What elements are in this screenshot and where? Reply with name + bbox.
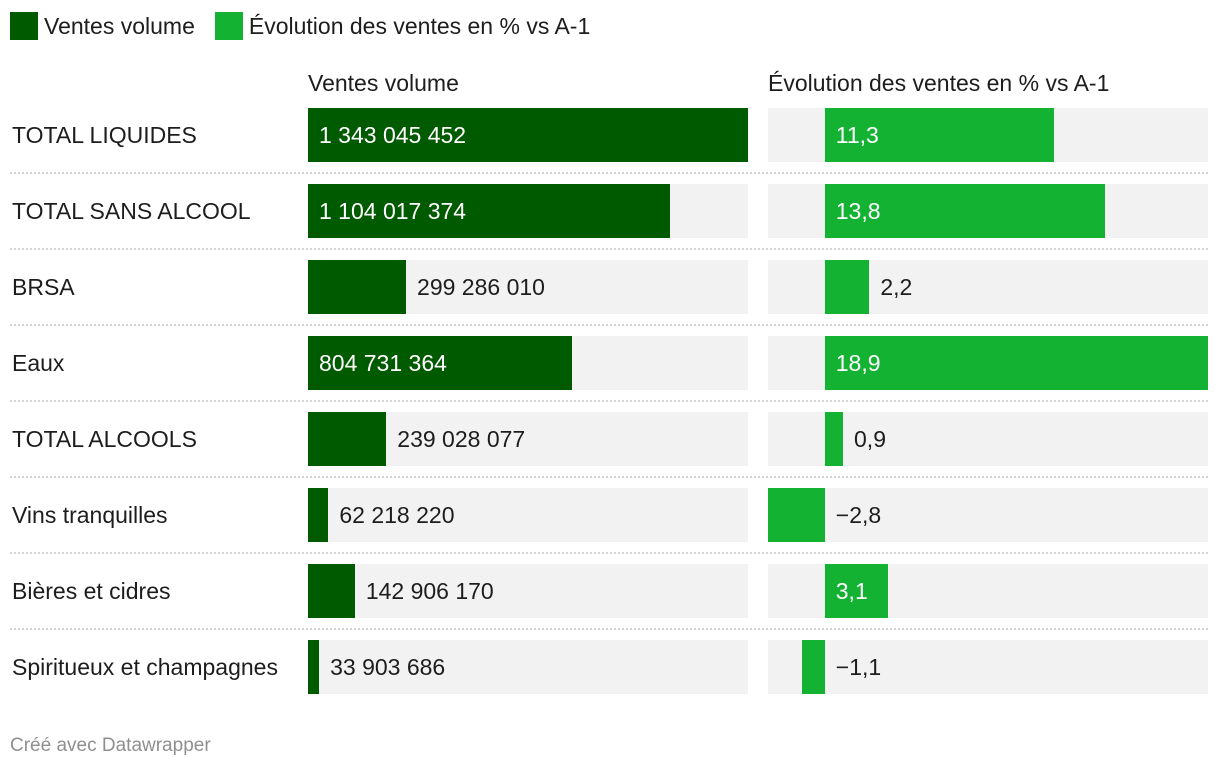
evolution-bar-track — [768, 640, 1208, 694]
volume-value-label: 62 218 220 — [339, 502, 455, 528]
evolution-value-label: −2,8 — [835, 502, 882, 528]
volume-bar — [308, 488, 329, 542]
evolution-bar — [802, 640, 825, 694]
evolution-value-label: 18,9 — [835, 350, 881, 376]
chart-row: Eaux 804 731 364 18,9 — [10, 336, 1208, 412]
evolution-bar — [824, 108, 1054, 162]
evolution-bar — [768, 488, 825, 542]
legend-item-volume: Ventes volume — [10, 12, 195, 40]
row-divider — [10, 248, 1208, 250]
evolution-bar-track — [768, 488, 1208, 542]
volume-value-label: 142 906 170 — [365, 578, 494, 604]
evolution-value-label: −1,1 — [835, 654, 882, 680]
category-label: TOTAL ALCOOLS — [12, 426, 197, 452]
legend-item-evolution: Évolution des ventes en % vs A-1 — [214, 12, 591, 40]
category-label: Spiritueux et champagnes — [12, 654, 278, 680]
category-label: TOTAL LIQUIDES — [12, 122, 197, 148]
evolution-bar — [824, 336, 1208, 390]
category-label: Bières et cidres — [12, 578, 171, 604]
evolution-bar — [824, 184, 1105, 238]
chart-row: TOTAL ALCOOLS 239 028 077 0,9 — [10, 412, 1208, 488]
credit-footer: Créé avec Datawrapper — [10, 735, 211, 756]
volume-value-label: 239 028 077 — [397, 426, 526, 452]
volume-column-header: Ventes volume — [308, 70, 459, 96]
volume-bar — [308, 184, 670, 238]
volume-bar — [308, 108, 748, 162]
evolution-bar — [824, 260, 870, 314]
volume-value-label: 1 343 045 452 — [319, 122, 467, 148]
volume-bar-track — [308, 488, 748, 542]
category-label: TOTAL SANS ALCOOL — [12, 198, 251, 224]
row-divider — [10, 628, 1208, 630]
volume-bar — [308, 564, 355, 618]
legend-label-volume: Ventes volume — [44, 12, 195, 39]
volume-value-label: 33 903 686 — [330, 654, 446, 680]
evolution-column-header: Évolution des ventes en % vs A-1 — [768, 70, 1110, 96]
volume-value-label: 804 731 364 — [319, 350, 447, 376]
evolution-value-label: 2,2 — [880, 274, 913, 300]
chart-row: Spiritueux et champagnes 33 903 686 −1,1 — [10, 640, 1208, 716]
chart-row: TOTAL LIQUIDES 1 343 045 452 11,3 — [10, 108, 1208, 184]
legend-label-evolution: Évolution des ventes en % vs A-1 — [248, 12, 591, 39]
legend-swatch-volume — [10, 12, 38, 40]
volume-value-label: 1 104 017 374 — [319, 198, 467, 224]
chart-row: Vins tranquilles 62 218 220 −2,8 — [10, 488, 1208, 564]
volume-bar — [308, 336, 572, 390]
row-divider — [10, 324, 1208, 326]
chart-legend: Ventes volume Évolution des ventes en % … — [10, 12, 610, 40]
chart-row: BRSA 299 286 010 2,2 — [10, 260, 1208, 336]
row-divider — [10, 476, 1208, 478]
category-label: Eaux — [12, 350, 65, 376]
category-label: BRSA — [12, 274, 75, 300]
evolution-value-label: 11,3 — [835, 122, 879, 148]
legend-swatch-evolution — [214, 12, 243, 40]
category-label: Vins tranquilles — [12, 502, 168, 528]
evolution-bar — [824, 412, 843, 466]
row-divider — [10, 400, 1208, 402]
evolution-value-label: 0,9 — [854, 426, 886, 452]
volume-bar — [308, 260, 407, 314]
volume-bar — [308, 640, 320, 694]
evolution-bar — [824, 564, 888, 618]
volume-bar — [308, 412, 387, 466]
volume-bar-track — [308, 640, 748, 694]
volume-value-label: 299 286 010 — [417, 274, 545, 300]
evolution-value-label: 3,1 — [835, 578, 868, 604]
chart-row: TOTAL SANS ALCOOL 1 104 017 374 13,8 — [10, 184, 1208, 260]
evolution-value-label: 13,8 — [835, 198, 881, 224]
volume-bar-track — [308, 564, 748, 618]
chart-row: Bières et cidres 142 906 170 3,1 — [10, 564, 1208, 640]
row-divider — [10, 172, 1208, 174]
row-divider — [10, 552, 1208, 554]
